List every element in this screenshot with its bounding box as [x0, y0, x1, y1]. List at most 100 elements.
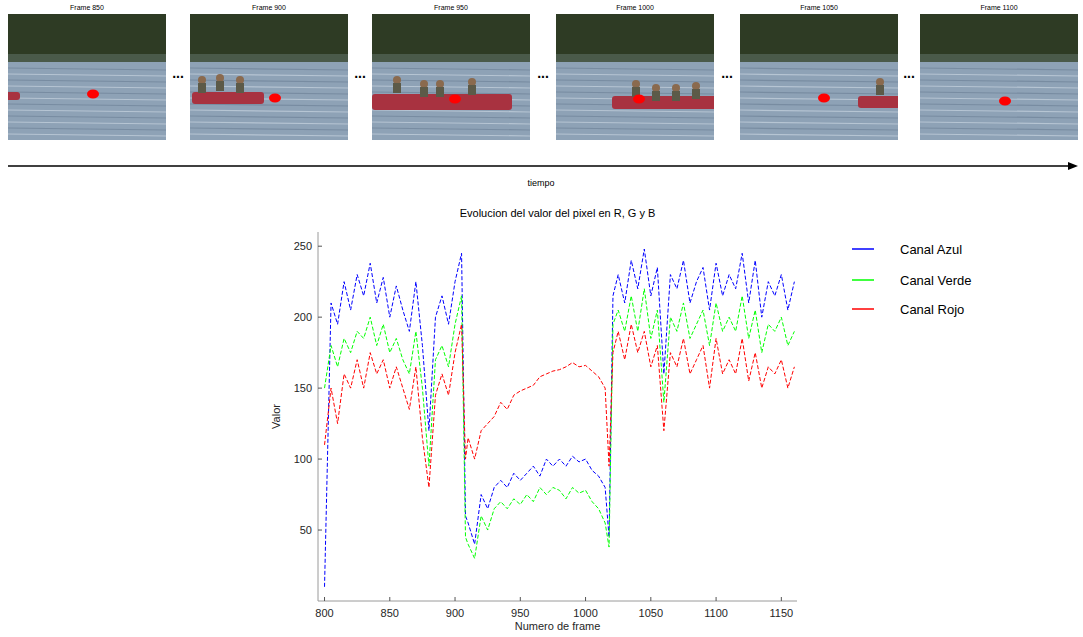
wave: [8, 80, 166, 82]
wave: [190, 74, 348, 76]
x-tick: [650, 597, 651, 601]
wave: [8, 104, 166, 106]
chart-title: Evolucion del valor del pixel en R, G y …: [460, 207, 656, 219]
wave: [920, 74, 1078, 76]
x-tick-label: 1050: [639, 607, 663, 619]
trees: [8, 14, 166, 60]
y-tick-label: 200: [294, 311, 312, 323]
person-body: [393, 83, 401, 93]
person-body: [468, 85, 476, 95]
person-body: [652, 91, 660, 101]
person-body: [436, 87, 444, 97]
wave: [920, 68, 1078, 70]
x-tick: [324, 597, 325, 601]
wave: [556, 110, 714, 112]
wave: [740, 116, 898, 118]
legend-label: Canal Rojo: [900, 302, 964, 317]
x-tick: [389, 597, 390, 601]
wave: [920, 122, 1078, 124]
y-tick: [318, 530, 322, 531]
person: [632, 80, 640, 88]
wave: [556, 134, 714, 136]
wave: [372, 122, 530, 124]
wave: [8, 134, 166, 136]
tracked-pixel: [999, 97, 1011, 106]
wave: [920, 110, 1078, 112]
person: [393, 76, 401, 84]
frame-label: Frame 900: [252, 4, 286, 11]
page: Frame 850...Frame 900...Frame 950...Fram…: [0, 0, 1083, 637]
person-body: [692, 89, 700, 99]
person: [436, 80, 444, 88]
wave: [920, 134, 1078, 136]
x-tick: [716, 597, 717, 601]
legend-swatch: [852, 279, 874, 281]
wave: [920, 98, 1078, 100]
ellipsis: ...: [721, 65, 733, 81]
wave: [920, 128, 1078, 130]
wave: [8, 116, 166, 118]
x-tick-label: 800: [315, 607, 333, 619]
person-body: [420, 87, 428, 97]
x-tick-label: 850: [381, 607, 399, 619]
person-body: [236, 83, 244, 93]
water: [920, 14, 1078, 140]
x-tick-label: 1150: [770, 607, 794, 619]
shore: [372, 54, 530, 62]
wave: [8, 74, 166, 76]
shore: [8, 54, 166, 62]
wave: [190, 110, 348, 112]
frame-label: Frame 1100: [980, 4, 1017, 11]
person: [236, 76, 244, 84]
wave: [920, 116, 1078, 118]
wave: [740, 86, 898, 88]
plot-area: [325, 249, 795, 587]
frame-label: Frame 1000: [616, 4, 654, 11]
person: [692, 82, 700, 90]
series-line: [325, 324, 795, 487]
x-tick: [455, 597, 456, 601]
wave: [920, 80, 1078, 82]
canoe: [858, 96, 898, 108]
canoe: [8, 92, 20, 100]
frame-label: Frame 1050: [800, 4, 838, 11]
wave: [190, 104, 348, 106]
wave: [372, 128, 530, 130]
water: [556, 14, 714, 140]
series-line: [325, 289, 795, 559]
y-tick: [318, 317, 322, 318]
ellipsis: ...: [537, 65, 549, 81]
x-axis-title: Numero de frame: [515, 620, 601, 632]
wave: [740, 74, 898, 76]
wave: [740, 128, 898, 130]
shore: [740, 54, 898, 62]
video-frame: [740, 14, 898, 140]
wave: [190, 134, 348, 136]
tracked-pixel: [633, 95, 645, 104]
y-tick-label: 250: [294, 240, 312, 252]
x-tick: [781, 597, 782, 601]
trees: [740, 14, 898, 60]
x-tick-label: 1000: [573, 607, 597, 619]
wave: [190, 80, 348, 82]
person-body: [198, 83, 206, 93]
timeline-label: tiempo: [527, 178, 554, 188]
x-tick-label: 1100: [704, 607, 728, 619]
wave: [556, 122, 714, 124]
y-tick: [318, 388, 322, 389]
wave: [740, 68, 898, 70]
ellipsis: ...: [354, 65, 366, 81]
video-frame: [372, 14, 530, 140]
wave: [8, 128, 166, 130]
person-body: [876, 85, 884, 95]
wave: [372, 110, 530, 112]
y-axis-line: [318, 232, 319, 601]
wave: [8, 110, 166, 112]
x-tick-label: 950: [511, 607, 529, 619]
x-tick: [585, 597, 586, 601]
tracked-pixel: [87, 90, 99, 99]
wave: [740, 134, 898, 136]
wave: [740, 110, 898, 112]
legend-label: Canal Azul: [900, 242, 962, 257]
y-tick: [318, 246, 322, 247]
